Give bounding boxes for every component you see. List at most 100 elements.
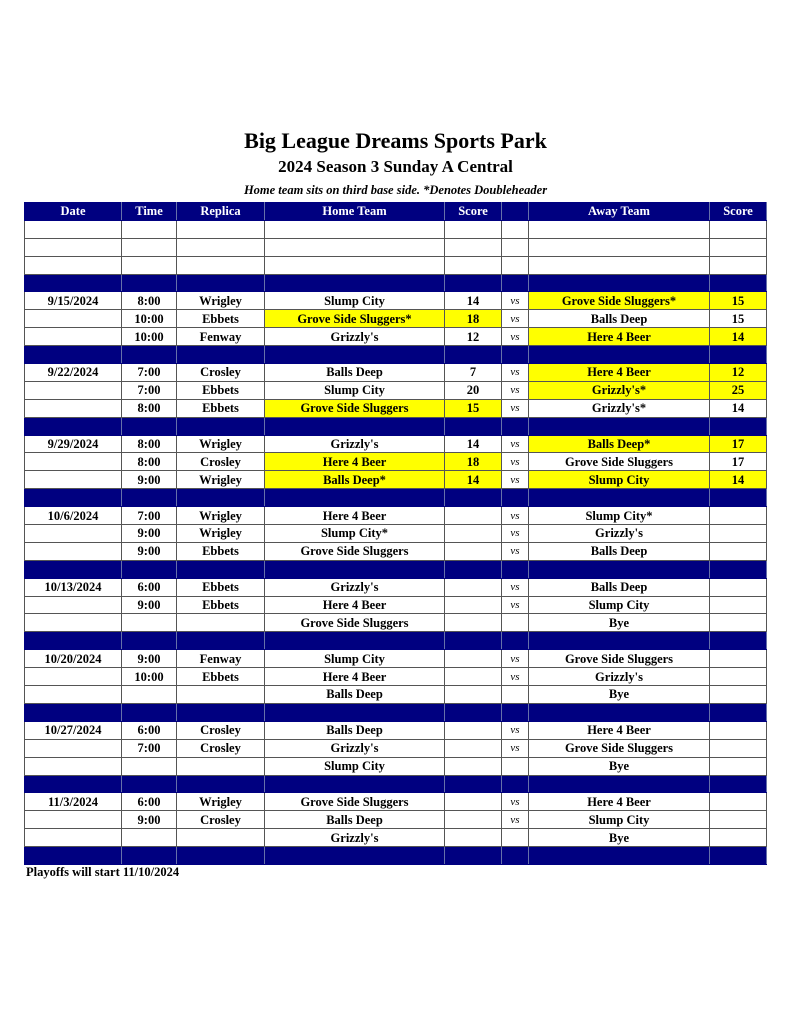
empty-cell <box>176 237 265 257</box>
week-separator <box>24 846 767 865</box>
empty-cell <box>24 237 122 257</box>
week-separator <box>24 774 767 794</box>
home-team-cell: Grove Side Sluggers* <box>264 309 445 329</box>
date-cell <box>24 828 122 848</box>
replica-cell: Crosley <box>176 810 265 830</box>
vs-cell: vs <box>501 577 529 597</box>
time-cell <box>121 685 177 704</box>
empty-cell <box>501 702 529 722</box>
away-team-cell: Here 4 Beer <box>528 363 710 382</box>
home-team-cell: Grove Side Sluggers <box>264 613 445 633</box>
week-separator <box>24 488 767 508</box>
vs-cell: vs <box>501 291 529 311</box>
replica-cell: Wrigley <box>176 470 265 490</box>
empty-cell <box>444 345 502 365</box>
away-team-cell: Balls Deep <box>528 309 710 329</box>
date-cell: 9/29/2024 <box>24 434 122 454</box>
time-cell: 10:00 <box>121 309 177 329</box>
empty-cell <box>24 488 122 508</box>
away-team-cell: Grizzly's* <box>528 380 710 400</box>
home-score-cell <box>444 613 502 633</box>
home-team-cell: Grizzly's <box>264 327 445 347</box>
empty-cell <box>24 273 122 293</box>
empty-cell <box>444 559 502 579</box>
empty-cell <box>709 559 767 579</box>
replica-cell <box>176 828 265 848</box>
week-separator <box>24 345 767 365</box>
replica-cell: Crosley <box>176 363 265 382</box>
empty-cell <box>528 559 710 579</box>
vs-cell <box>501 828 529 848</box>
home-team-cell: Grove Side Sluggers <box>264 541 445 561</box>
empty-cell <box>264 774 445 794</box>
empty-cell <box>528 631 710 651</box>
away-team-cell: Slump City <box>528 595 710 615</box>
home-team-cell: Balls Deep <box>264 720 445 740</box>
time-cell: 7:00 <box>121 363 177 382</box>
empty-cell <box>24 416 122 436</box>
empty-cell <box>528 345 710 365</box>
replica-cell: Ebbets <box>176 667 265 687</box>
playoffs-note: Playoffs will start 11/10/2024 <box>26 865 180 879</box>
empty-cell <box>264 559 445 579</box>
home-score-cell: 15 <box>444 398 502 418</box>
empty-cell <box>444 255 502 275</box>
home-score-cell <box>444 524 502 543</box>
away-score-cell <box>709 756 767 776</box>
time-cell: 9:00 <box>121 470 177 490</box>
replica-cell: Ebbets <box>176 541 265 561</box>
game-row: 10/20/2024 9:00 Fenway Slump City vs Grove Si… <box>24 649 767 669</box>
time-cell: 8:00 <box>121 291 177 311</box>
replica-cell: Wrigley <box>176 524 265 543</box>
game-row: Balls Deep Bye <box>24 685 767 704</box>
empty-cell <box>24 345 122 365</box>
game-row: Slump City Bye <box>24 756 767 776</box>
empty-cell <box>528 255 710 275</box>
date-cell: 10/13/2024 <box>24 577 122 597</box>
column-header-time: Time <box>121 202 177 221</box>
away-score-cell <box>709 524 767 543</box>
empty-cell <box>176 416 265 436</box>
vs-cell: vs <box>501 649 529 669</box>
vs-cell <box>501 756 529 776</box>
time-cell: 6:00 <box>121 792 177 812</box>
empty-cell <box>444 219 502 239</box>
empty-cell <box>176 846 265 865</box>
page-subtitle: 2024 Season 3 Sunday A Central <box>278 157 513 176</box>
away-score-cell <box>709 810 767 830</box>
empty-cell <box>501 846 529 865</box>
away-team-cell: Grizzly's* <box>528 398 710 418</box>
away-score-cell <box>709 541 767 561</box>
away-score-cell: 12 <box>709 363 767 382</box>
time-cell: 10:00 <box>121 327 177 347</box>
date-cell <box>24 667 122 687</box>
away-team-cell: Balls Deep <box>528 577 710 597</box>
home-score-cell <box>444 667 502 687</box>
column-header-away-score: Score <box>709 202 767 221</box>
replica-cell: Ebbets <box>176 309 265 329</box>
game-row: 10:00 Ebbets Here 4 Beer vs Grizzly's <box>24 667 767 687</box>
empty-cell <box>176 255 265 275</box>
time-cell: 8:00 <box>121 398 177 418</box>
game-row: 10:00 Ebbets Grove Side Sluggers* 18 vs Balls… <box>24 309 767 329</box>
home-score-cell <box>444 828 502 848</box>
away-score-cell <box>709 738 767 758</box>
home-score-cell <box>444 810 502 830</box>
home-score-cell: 7 <box>444 363 502 382</box>
vs-cell: vs <box>501 470 529 490</box>
empty-cell <box>121 416 177 436</box>
away-team-cell: Here 4 Beer <box>528 327 710 347</box>
empty-cell <box>709 345 767 365</box>
replica-cell: Crosley <box>176 720 265 740</box>
empty-cell <box>709 488 767 508</box>
time-cell: 7:00 <box>121 738 177 758</box>
game-row: 9/15/2024 8:00 Wrigley Slump City 14 vs Grove … <box>24 291 767 311</box>
empty-cell <box>24 219 122 239</box>
date-cell <box>24 595 122 615</box>
home-team-cell: Balls Deep <box>264 685 445 704</box>
header-row: Date Time Replica Home Team Score Away Team Sc… <box>24 202 767 221</box>
home-score-cell <box>444 720 502 740</box>
date-cell <box>24 524 122 543</box>
empty-cell <box>709 631 767 651</box>
date-cell: 11/3/2024 <box>24 792 122 812</box>
